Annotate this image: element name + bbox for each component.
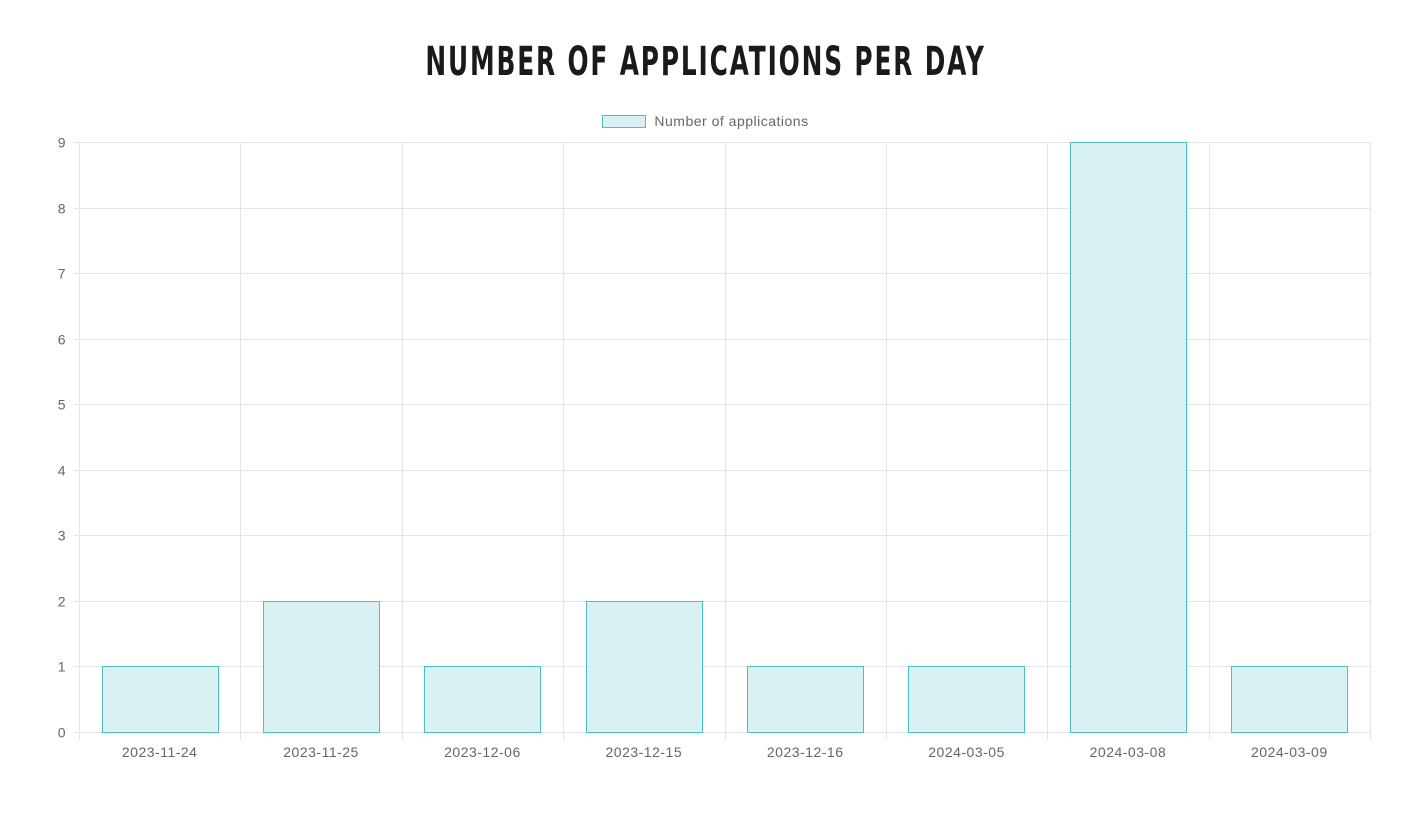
chart-legend: Number of applications — [0, 113, 1411, 129]
y-tick-label: 0 — [58, 725, 66, 741]
y-tick-label: 6 — [58, 332, 66, 348]
legend-label[interactable]: Number of applications — [654, 113, 809, 129]
x-tick-label: 2023-12-16 — [767, 744, 844, 760]
y-tick-label: 5 — [58, 397, 66, 413]
x-tick-label: 2023-11-24 — [122, 744, 198, 760]
y-tick-label: 7 — [58, 266, 66, 282]
x-tick-label: 2023-12-15 — [606, 744, 683, 760]
bar-2023-12-06[interactable] — [424, 666, 541, 733]
x-tick-label: 2023-12-06 — [444, 744, 521, 760]
bar-2024-03-08[interactable] — [1070, 142, 1187, 733]
y-tick-label: 1 — [58, 659, 66, 675]
x-tick-label: 2023-11-25 — [283, 744, 359, 760]
y-tick-label: 4 — [58, 463, 66, 479]
bar-2023-11-24[interactable] — [102, 666, 219, 733]
bar-2023-12-15[interactable] — [586, 601, 703, 733]
chart-title: Number of applications per day — [425, 39, 986, 85]
axes: 0 1 2 3 4 5 6 7 8 9 2023-11-24 2023-11-25 2023-12-06… — [58, 135, 1328, 761]
bar-2023-12-16[interactable] — [747, 666, 864, 733]
y-tick-label: 8 — [58, 201, 66, 217]
x-tick-label: 2024-03-05 — [928, 744, 1005, 760]
x-tick-label: 2024-03-08 — [1090, 744, 1167, 760]
bar-2024-03-09[interactable] — [1231, 666, 1348, 733]
y-tick-label: 2 — [58, 594, 66, 610]
y-tick-label: 9 — [58, 135, 66, 151]
bars — [102, 142, 1348, 733]
bar-2023-11-25[interactable] — [263, 601, 380, 733]
y-tick-label: 3 — [58, 528, 66, 544]
bar-2024-03-05[interactable] — [908, 666, 1025, 733]
legend-swatch[interactable] — [602, 114, 647, 128]
x-tick-label: 2024-03-09 — [1251, 744, 1328, 760]
